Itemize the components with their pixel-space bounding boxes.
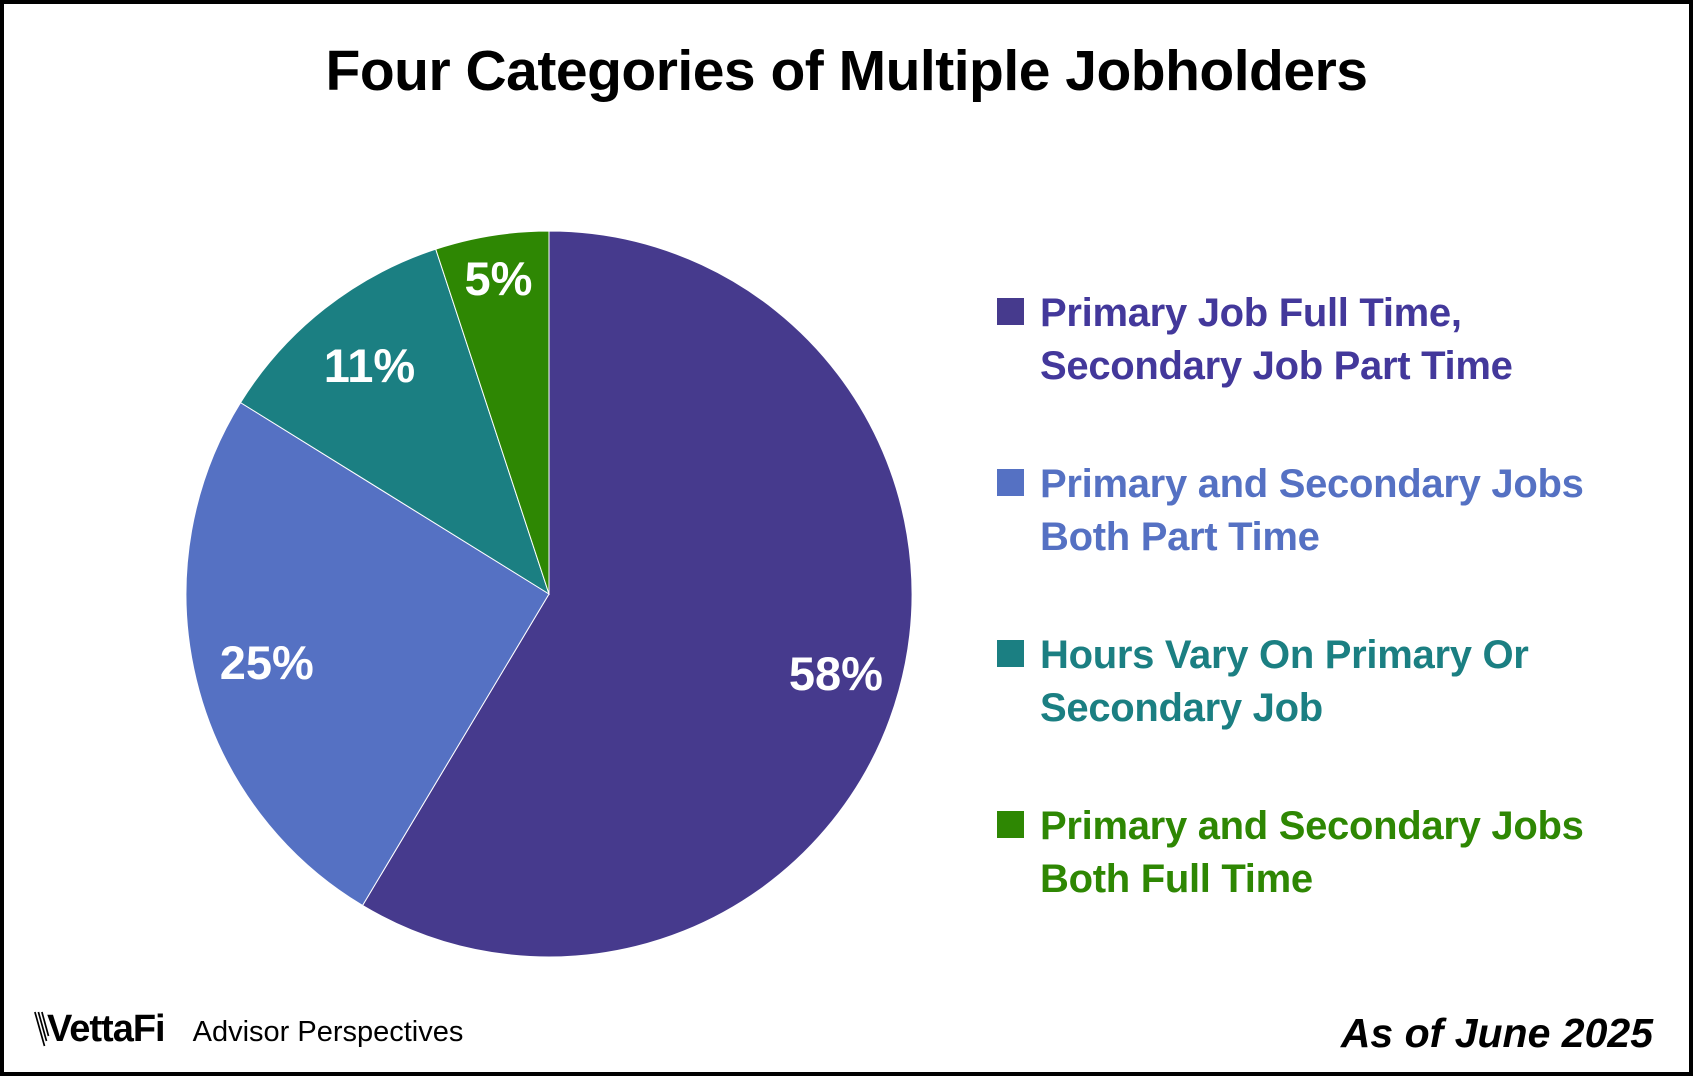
pie-slice-label-1: 58%	[789, 647, 883, 700]
brand-subtitle: Advisor Perspectives	[192, 1016, 464, 1048]
legend-swatch-icon	[997, 811, 1024, 838]
pie-slice-1	[361, 230, 913, 958]
pie-slice-4	[435, 230, 550, 595]
pie-chart-svg: 58% 25% 11% 5%	[185, 230, 913, 958]
legend-item-label: Primary and Secondary Jobs Both Full Time	[1040, 804, 1584, 901]
legend-item-label: Primary and Secondary Jobs Both Part Time	[1040, 462, 1584, 559]
brand: VettaFi Advisor Perspectives	[34, 1008, 463, 1051]
pie-slice-2	[185, 401, 550, 907]
pie-slice-label-4: 5%	[465, 252, 533, 305]
pie-slice-label-2: 25%	[220, 636, 314, 689]
legend-item-label: Primary Job Full Time, Secondary Job Part…	[1040, 291, 1513, 388]
legend-swatch-icon	[997, 640, 1024, 667]
legend-item-2: Primary and Secondary Jobs Both Part Time	[997, 458, 1672, 564]
legend-item-label: Hours Vary On Primary Or Secondary Job	[1040, 633, 1529, 730]
legend-item-1: Primary Job Full Time, Secondary Job Part…	[997, 287, 1672, 393]
pie-slice-label-3: 11%	[324, 339, 415, 392]
legend-item-4: Primary and Secondary Jobs Both Full Time	[997, 800, 1672, 906]
as-of-label: As of June 2025	[1340, 1010, 1653, 1056]
legend: Primary Job Full Time, Secondary Job Part…	[997, 287, 1672, 906]
pie-chart: 58% 25% 11% 5%	[182, 227, 916, 961]
legend-item-3: Hours Vary On Primary Or Secondary Job	[997, 629, 1672, 735]
page-title: Four Categories of Multiple Jobholders	[325, 39, 1368, 103]
legend-swatch-icon	[997, 298, 1024, 325]
vettafi-logo: VettaFi	[47, 1008, 166, 1050]
legend-swatch-icon	[997, 469, 1024, 496]
pie-slice-3	[239, 248, 550, 596]
vettafi-logo-stripes-icon	[34, 1011, 50, 1047]
